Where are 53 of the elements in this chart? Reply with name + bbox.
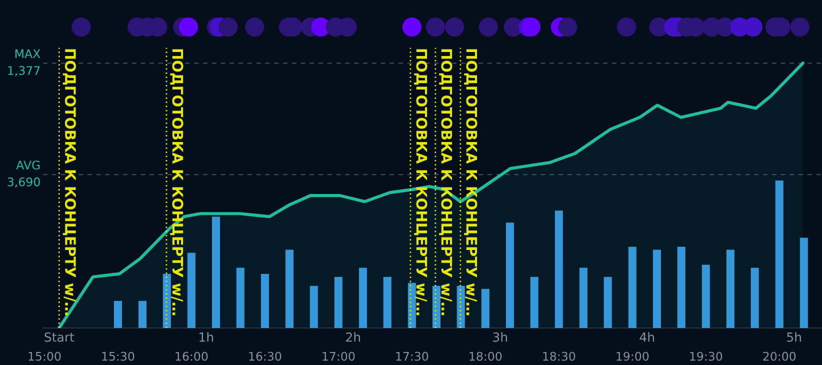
bar (408, 282, 416, 328)
bar (310, 286, 318, 328)
x2-tick-label: 2h (346, 332, 360, 342)
bar (726, 250, 734, 328)
bar (702, 264, 710, 328)
x2-tick-label: 3h (493, 332, 507, 342)
x2-tick-label: 5h (787, 332, 801, 342)
x2-tick-label: 4h (640, 332, 654, 342)
bar (285, 250, 294, 328)
bar (775, 180, 784, 328)
bar (383, 276, 392, 328)
bar (530, 276, 538, 328)
bar (334, 276, 342, 328)
x-tick-label: 16:00 (176, 352, 208, 361)
bar (212, 216, 220, 328)
bar (114, 300, 122, 328)
x-tick-label: 18:30 (543, 352, 576, 361)
bar (554, 210, 563, 328)
ref-line-label: AVG 3,690 (8, 160, 40, 188)
x-tick-label: 15:30 (102, 352, 134, 361)
bar (481, 288, 490, 328)
bar (260, 274, 269, 328)
x-tick-label: 17:30 (396, 352, 428, 361)
ref-line-label: ПОДГОТОВКА К КОНЦЕРТУ w/… (464, 49, 478, 316)
bar (187, 252, 196, 328)
bar (800, 238, 808, 328)
x2-tick-label: Start (44, 332, 74, 342)
x2-tick-label: 1h (200, 332, 214, 342)
x-tick-label: 15:00 (28, 352, 61, 361)
bar (456, 286, 465, 328)
bar (506, 222, 514, 328)
bar (677, 246, 686, 328)
x-tick-label: 19:30 (690, 352, 722, 361)
bar (236, 268, 244, 328)
ref-line-label: MAX 1,377 (8, 49, 40, 76)
x-tick-label: 17:00 (322, 352, 355, 361)
bar (432, 286, 440, 328)
x-tick-label: 20:00 (763, 352, 796, 361)
x-tick-label: 18:00 (470, 352, 502, 361)
bar (628, 246, 636, 328)
bar (138, 300, 147, 328)
bar (750, 268, 759, 328)
ref-line-label: ПОДГОТОВКА К КОНЦЕРТУ w/… (439, 49, 452, 316)
bar (652, 250, 661, 328)
bar (604, 276, 612, 328)
bar (358, 268, 367, 328)
x-tick-label: 19:00 (616, 352, 649, 361)
bar (162, 274, 171, 328)
ref-line-label: ПОДГОТОВКА К КОНЦЕРТУ w/… (170, 49, 184, 316)
x-tick-label: 16:30 (249, 352, 282, 361)
ref-line-label: ПОДГОТОВКА К КОНЦЕРТУ w/… (414, 49, 428, 316)
ref-line-label: ПОДГОТОВКА К КОНЦЕРТУ w/… (62, 49, 76, 316)
bar (579, 268, 588, 328)
